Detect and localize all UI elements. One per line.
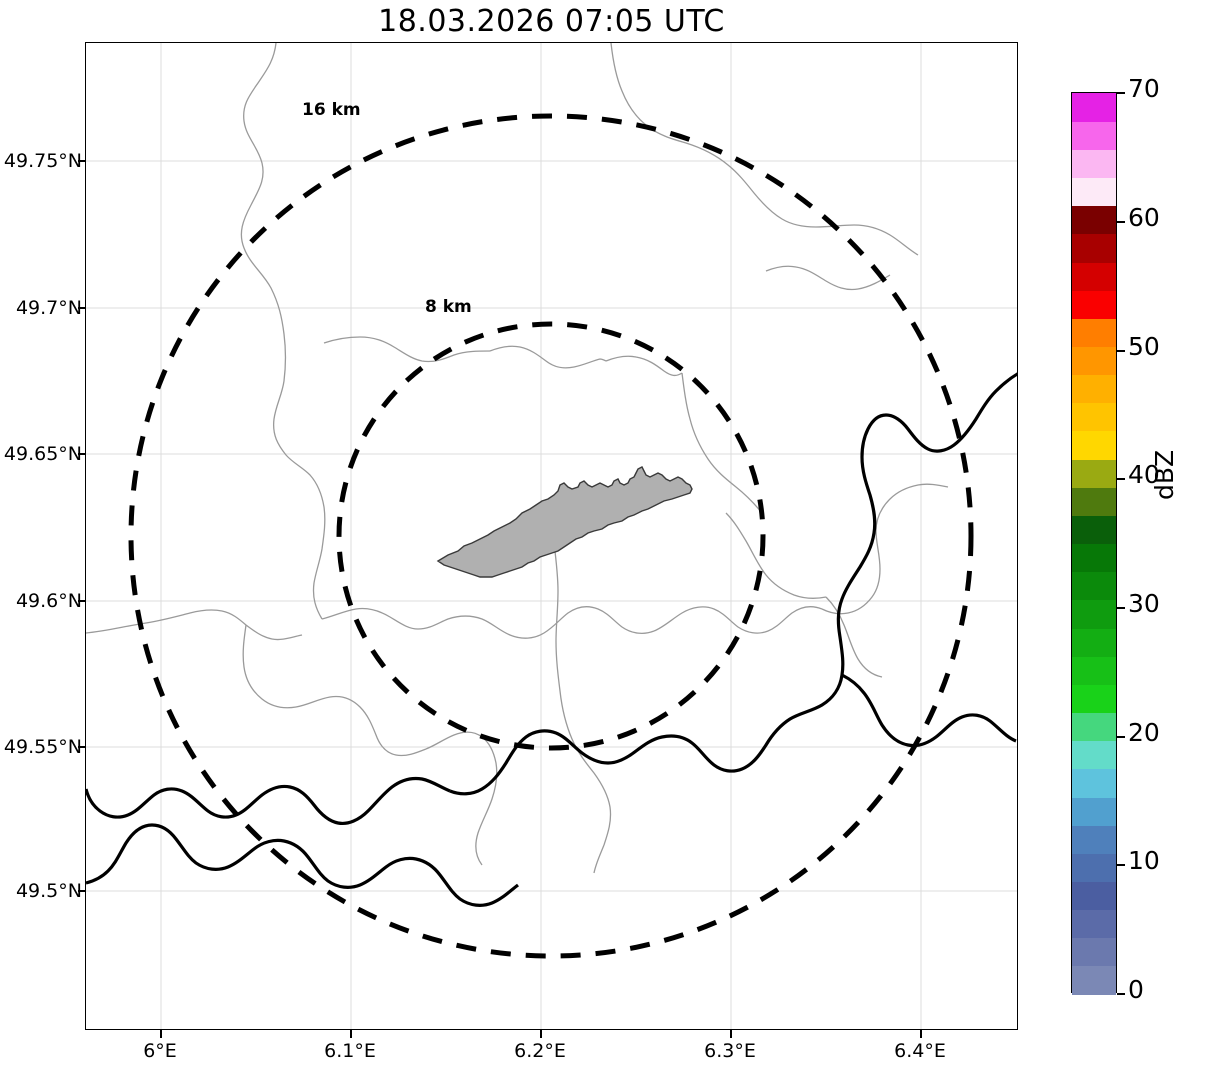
- xtick-label-6: 6°E: [143, 1040, 177, 1062]
- page-title: 18.03.2026 07:05 UTC: [378, 4, 725, 39]
- colorbar-label-30: 30: [1128, 589, 1160, 618]
- admin-boundaries: [86, 43, 949, 874]
- ytick-mark: [78, 746, 86, 748]
- colorbar-tick: [1117, 350, 1125, 352]
- colorbar-band: [1072, 684, 1116, 714]
- ytick-label-4955: 49.55°N: [3, 736, 82, 758]
- colorbar-band: [1072, 796, 1116, 826]
- colorbar-tick: [1117, 221, 1125, 223]
- xtick-label-62: 6.2°E: [514, 1040, 566, 1062]
- xtick-label-61: 6.1°E: [324, 1040, 376, 1062]
- xtick-mark: [730, 1030, 732, 1038]
- ytick-mark: [78, 307, 86, 309]
- colorbar-tick: [1117, 864, 1125, 866]
- ytick-label-495: 49.5°N: [15, 880, 82, 902]
- colorbar-band: [1072, 121, 1116, 150]
- colorbar-band: [1072, 571, 1116, 601]
- colorbar-band: [1072, 346, 1116, 376]
- colorbar[interactable]: [1071, 92, 1117, 995]
- colorbar-label-50: 50: [1128, 332, 1160, 361]
- colorbar-band: [1072, 459, 1116, 488]
- colorbar-band: [1072, 909, 1116, 939]
- xtick-mark: [350, 1030, 352, 1038]
- colorbar-band: [1072, 515, 1116, 545]
- colorbar-band: [1072, 149, 1116, 179]
- colorbar-label-70: 70: [1128, 74, 1160, 103]
- colorbar-band: [1072, 656, 1116, 685]
- colorbar-label-40: 40: [1128, 460, 1160, 489]
- colorbar-band: [1072, 825, 1116, 854]
- ytick-mark: [78, 600, 86, 602]
- colorbar-band: [1072, 487, 1116, 516]
- colorbar-gradient: [1071, 92, 1117, 995]
- range-rings: [128, 113, 974, 959]
- grid-lines: [86, 43, 1017, 1029]
- range-ring-label-8km: 8 km: [425, 297, 472, 317]
- colorbar-label-20: 20: [1128, 718, 1160, 747]
- colorbar-band: [1072, 374, 1116, 404]
- ytick-mark: [78, 160, 86, 162]
- map-plot-area[interactable]: [85, 42, 1018, 1030]
- xtick-label-63: 6.3°E: [704, 1040, 756, 1062]
- ytick-mark: [78, 453, 86, 455]
- colorbar-band: [1072, 402, 1116, 432]
- colorbar-band: [1072, 290, 1116, 319]
- colorbar-band: [1072, 712, 1116, 742]
- colorbar-band: [1072, 599, 1116, 629]
- colorbar-band: [1072, 768, 1116, 798]
- colorbar-band: [1072, 261, 1116, 291]
- city-polygon: [436, 466, 693, 578]
- colorbar-label-10: 10: [1128, 846, 1160, 875]
- xtick-mark: [540, 1030, 542, 1038]
- xtick-mark: [160, 1030, 162, 1038]
- xtick-mark: [920, 1030, 922, 1038]
- xtick-label-64: 6.4°E: [894, 1040, 946, 1062]
- colorbar-band: [1072, 937, 1116, 967]
- colorbar-band: [1072, 430, 1116, 460]
- range-ring-8km: [336, 321, 766, 751]
- colorbar-band: [1072, 853, 1116, 882]
- ytick-label-4975: 49.75°N: [3, 150, 82, 172]
- ytick-label-4965: 49.65°N: [3, 443, 82, 465]
- colorbar-label-0: 0: [1128, 975, 1144, 1004]
- range-ring-label-16km: 16 km: [302, 100, 361, 120]
- colorbar-band: [1072, 93, 1116, 122]
- colorbar-band: [1072, 205, 1116, 235]
- colorbar-band: [1072, 543, 1116, 573]
- colorbar-band: [1072, 233, 1116, 263]
- colorbar-tick: [1117, 607, 1125, 609]
- colorbar-tick: [1117, 92, 1125, 94]
- ytick-label-497: 49.7°N: [15, 297, 82, 319]
- ytick-label-496: 49.6°N: [15, 590, 82, 612]
- range-ring-16km: [128, 113, 974, 959]
- colorbar-tick: [1117, 993, 1125, 995]
- colorbar-label-60: 60: [1128, 203, 1160, 232]
- colorbar-band: [1072, 965, 1116, 995]
- national-border: [86, 372, 1017, 907]
- colorbar-band: [1072, 177, 1116, 207]
- colorbar-band: [1072, 318, 1116, 347]
- colorbar-band: [1072, 740, 1116, 770]
- colorbar-tick: [1117, 478, 1125, 480]
- ytick-mark: [78, 890, 86, 892]
- map-canvas: [86, 43, 1017, 1029]
- colorbar-band: [1072, 881, 1116, 911]
- colorbar-band: [1072, 627, 1116, 657]
- colorbar-tick: [1117, 736, 1125, 738]
- colorbar-title: dBZ: [1150, 449, 1179, 500]
